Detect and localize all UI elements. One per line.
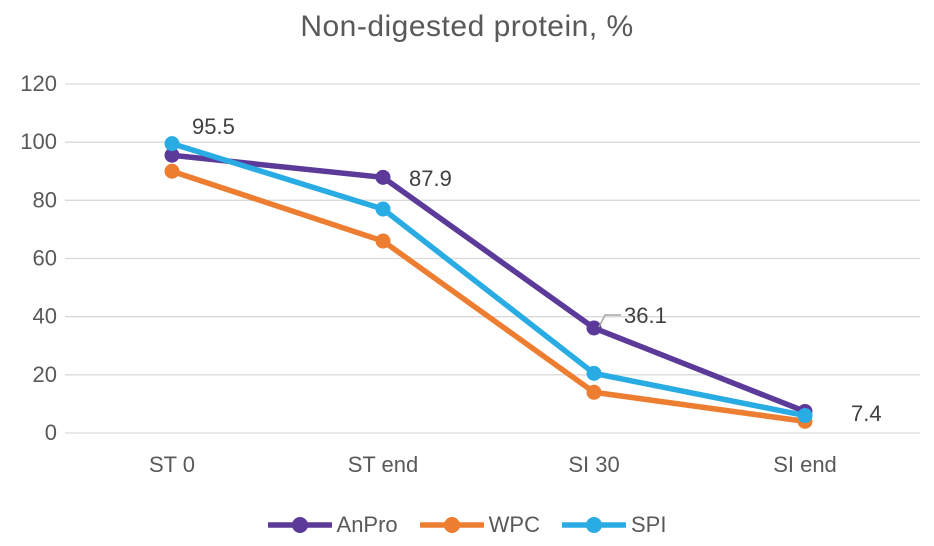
- x-axis-label: ST end: [348, 452, 419, 477]
- legend-line-marker-icon: [562, 517, 626, 533]
- data-label: 7.4: [851, 401, 882, 426]
- chart-legend: AnPro WPC SPI: [0, 512, 934, 538]
- y-tick-label: 100: [20, 129, 57, 154]
- data-label: 87.9: [409, 166, 452, 191]
- y-tick-label: 80: [33, 187, 57, 212]
- y-tick-label: 40: [33, 304, 57, 329]
- data-point-spi-1: [375, 201, 391, 217]
- series-line-wpc: [169, 168, 808, 425]
- legend-line-marker-icon: [419, 517, 484, 533]
- y-tick-label: 120: [20, 71, 57, 96]
- legend-item-spi: SPI: [562, 512, 666, 538]
- data-point-anpro-2: [586, 320, 602, 336]
- data-point-anpro-0: [164, 147, 180, 163]
- legend-label-anpro: AnPro: [336, 512, 398, 537]
- data-point-wpc-0: [164, 163, 180, 179]
- legend-line-marker-icon: [267, 517, 332, 533]
- series-line-anpro: [169, 152, 808, 415]
- data-label: 36.1: [624, 303, 667, 328]
- chart-title: Non-digested protein, %: [300, 10, 634, 43]
- y-tick-label: 60: [33, 246, 57, 271]
- x-axis-label: SI end: [773, 452, 837, 477]
- y-tick-label: 0: [45, 420, 57, 445]
- legend-item-wpc: WPC: [419, 512, 540, 538]
- data-label: 95.5: [192, 114, 235, 139]
- data-point-wpc-1: [375, 233, 391, 249]
- legend-label-spi: SPI: [631, 512, 667, 537]
- data-label-leader-line: [598, 314, 621, 328]
- x-axis-label: SI 30: [568, 452, 619, 477]
- legend-label-wpc: WPC: [488, 512, 540, 537]
- data-point-spi-2: [586, 365, 602, 381]
- series-line-spi: [169, 140, 808, 419]
- legend-item-anpro: AnPro: [267, 512, 398, 538]
- x-axis-label: ST 0: [149, 452, 195, 477]
- y-tick-label: 20: [33, 362, 57, 387]
- data-point-wpc-2: [586, 384, 602, 400]
- data-point-spi-0: [164, 136, 180, 152]
- data-point-spi-3: [797, 408, 813, 424]
- data-point-anpro-1: [375, 169, 391, 185]
